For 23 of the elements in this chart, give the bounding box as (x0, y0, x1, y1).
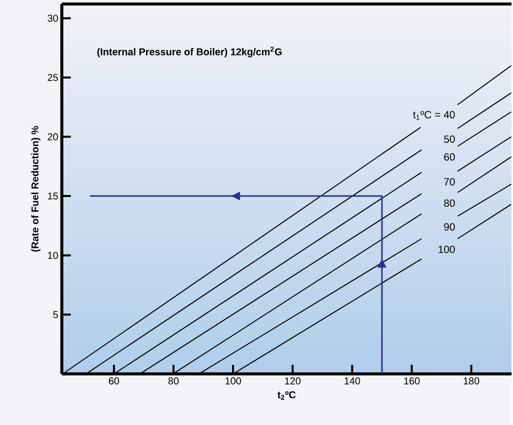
y-tick-label: 20 (48, 133, 58, 140)
series-label: 80 (444, 200, 455, 207)
text: (Internal Pressure of Boiler) 12kg/cm$^{2}$G (97, 46, 282, 58)
x-tick-label: 140 (344, 378, 360, 385)
series-label: 70 (444, 178, 455, 186)
y-tick-label: 25 (48, 74, 58, 82)
x-tick-label: 100 (226, 378, 241, 385)
x-tick-label: 80 (168, 378, 179, 385)
series-label: 100 (438, 246, 455, 254)
y-axis-title: (Rate of Fuel Reduction) % (31, 126, 40, 252)
x-tick-label: 160 (404, 378, 420, 385)
series-label: 60 (444, 153, 455, 161)
x-axis-title: t$_{2}$ºC (278, 391, 296, 400)
series-label: t$_{1}$ºC = 40 (413, 111, 455, 120)
series-label: 90 (444, 223, 455, 231)
y-tick-label: 15 (48, 192, 58, 200)
x-tick-label: 60 (108, 378, 120, 385)
x-tick-label: 120 (285, 378, 301, 385)
x-tick-label: 180 (464, 378, 480, 385)
y-tick-label: 10 (48, 252, 58, 259)
y-tick-label: 5 (53, 311, 58, 318)
y-tick-label: 30 (48, 14, 58, 22)
series-label: 50 (444, 136, 455, 143)
